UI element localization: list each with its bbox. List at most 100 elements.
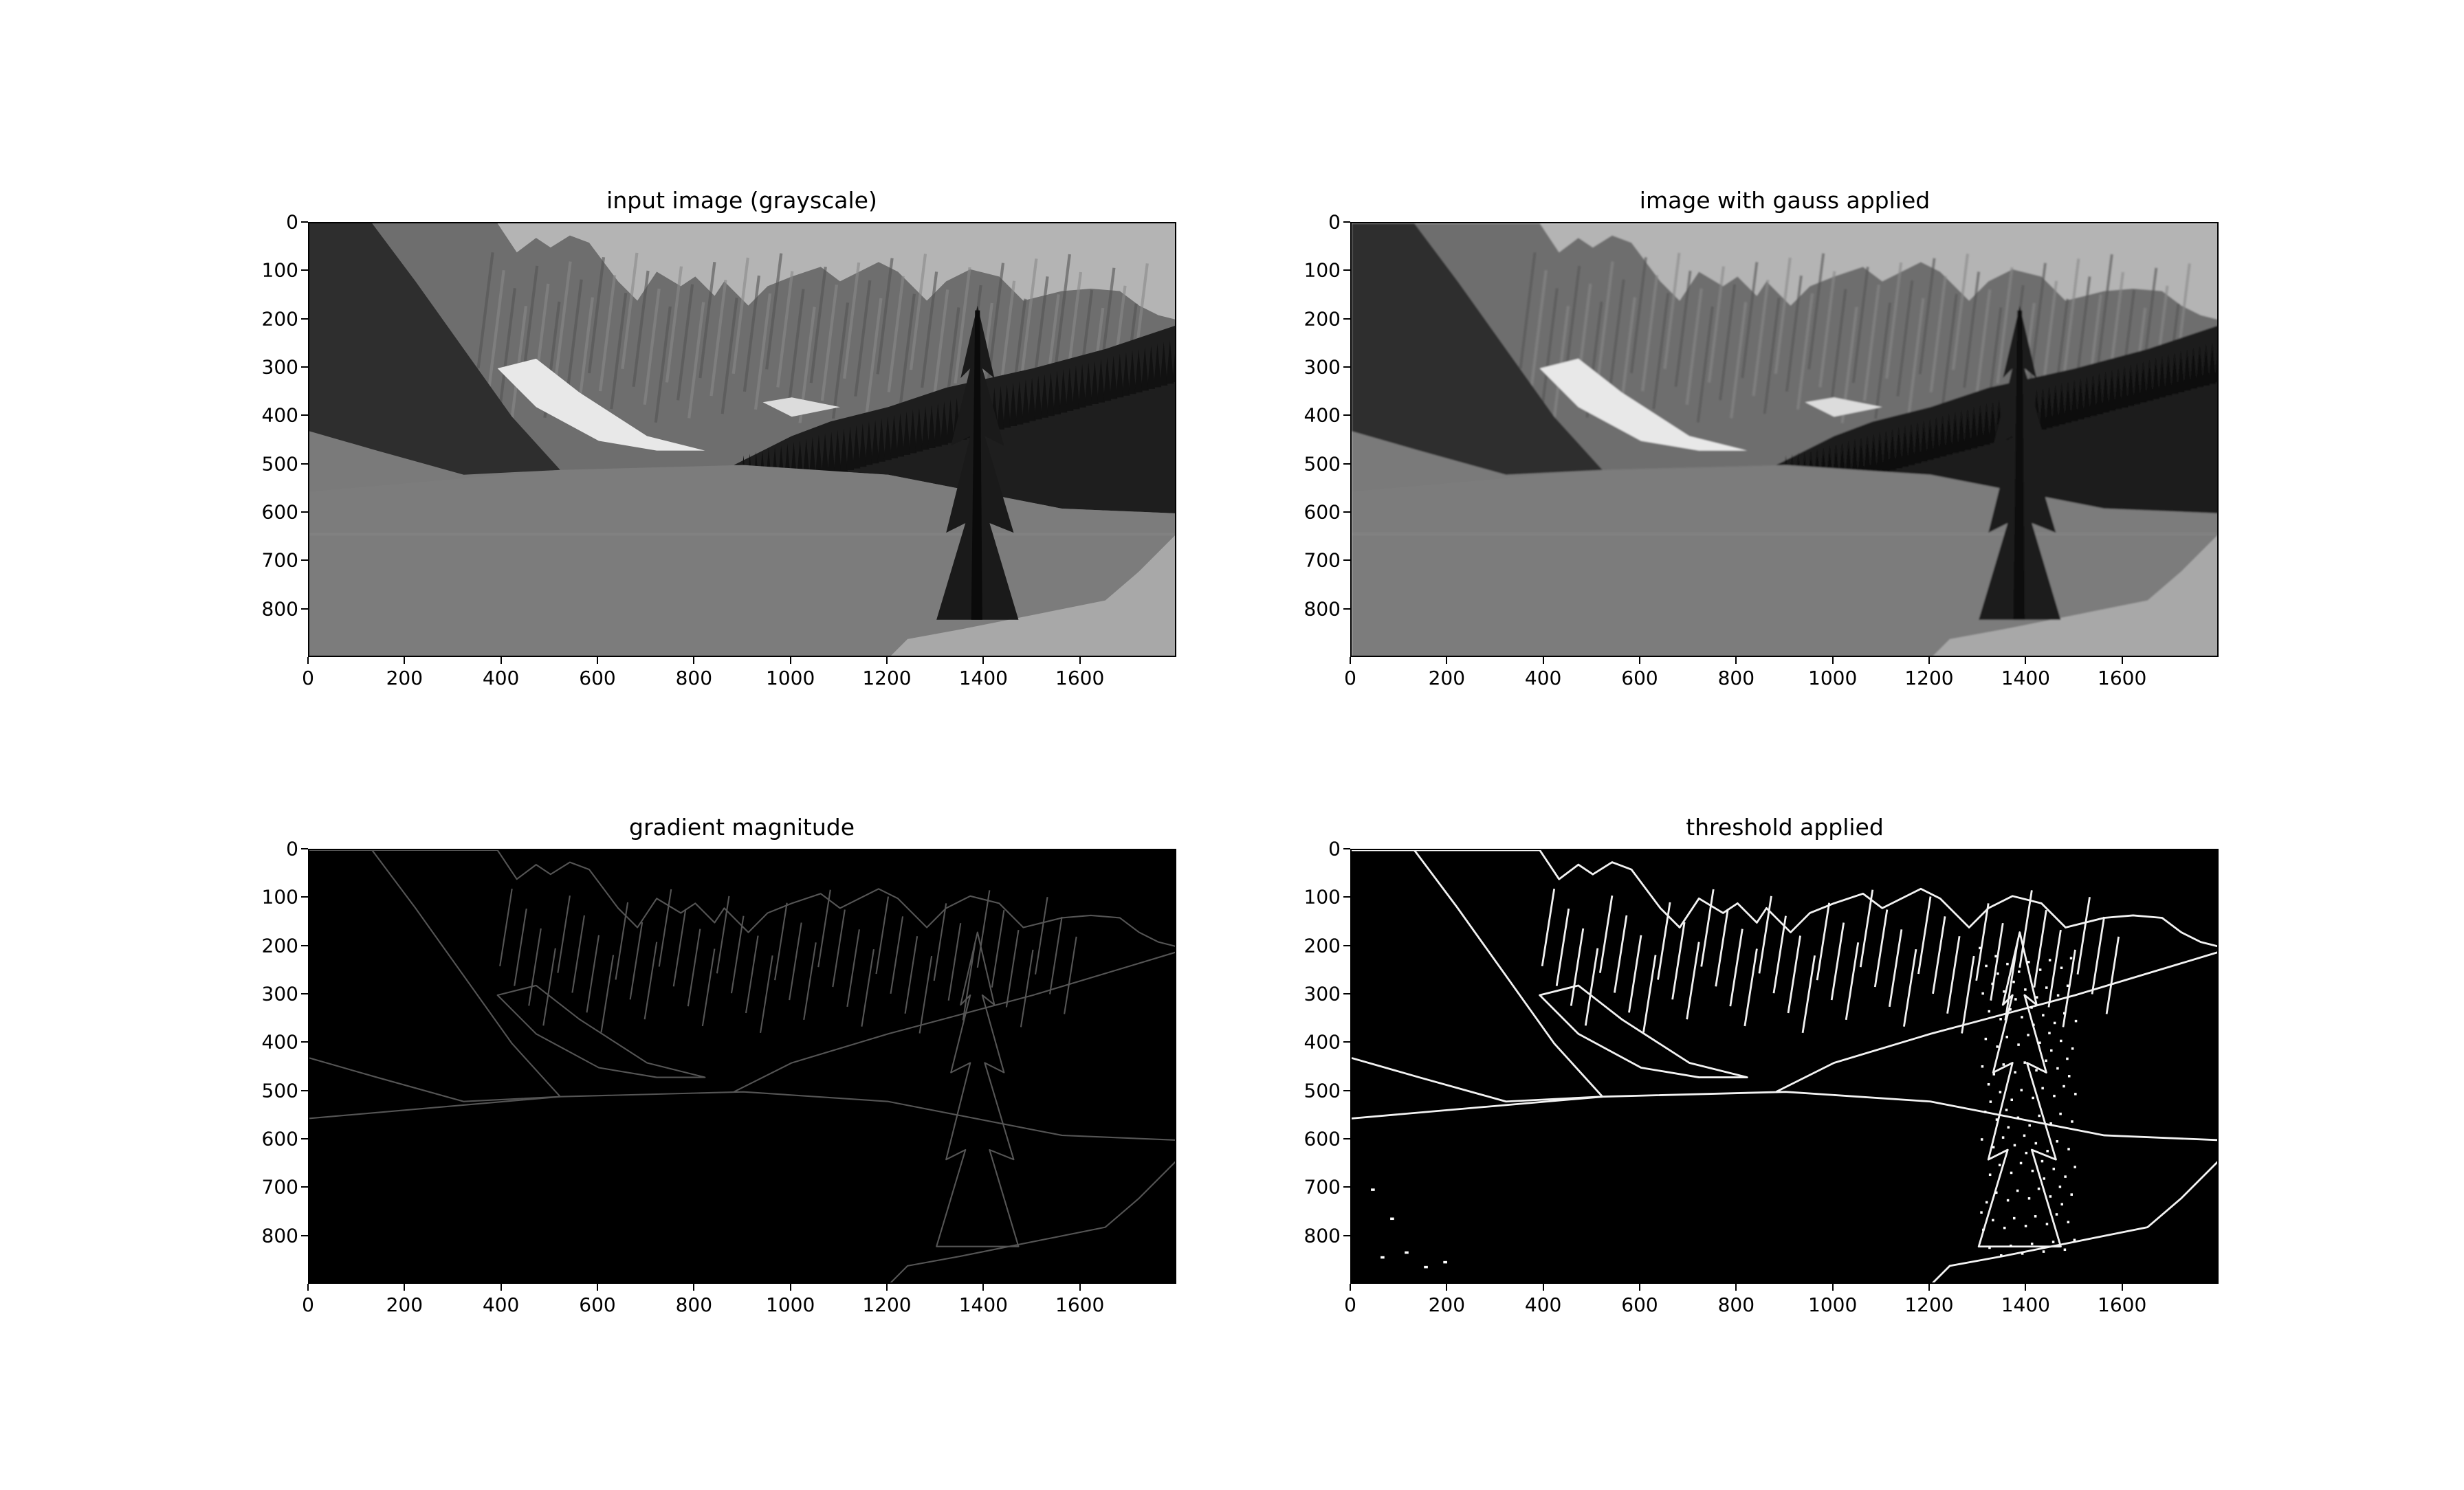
y-tick-label: 100	[261, 258, 298, 282]
x-tick-mark	[1542, 657, 1544, 664]
x-tick-label: 200	[1428, 667, 1466, 689]
x-tick-mark	[1928, 1284, 1930, 1291]
x-tick-label: 0	[302, 667, 314, 689]
y-tick-label: 600	[261, 500, 298, 524]
y-tick-mark	[301, 269, 308, 271]
y-tick-label: 500	[1304, 452, 1341, 476]
y-tick-label: 500	[1304, 1079, 1341, 1102]
y-tick-label: 400	[261, 403, 298, 427]
y-tick-mark	[1343, 221, 1350, 223]
x-tick-mark	[693, 657, 695, 664]
x-tick-mark	[307, 657, 309, 664]
y-tick-label: 700	[1304, 1175, 1341, 1199]
x-tick-mark	[982, 657, 984, 664]
x-tick-mark	[1446, 1284, 1448, 1291]
panel-title: image with gauss applied	[1639, 187, 1930, 214]
y-tick-mark	[301, 463, 308, 465]
y-tick-label: 600	[1304, 1127, 1341, 1150]
x-tick-mark	[597, 657, 598, 664]
y-tick-label: 800	[1304, 597, 1341, 621]
image-axes	[308, 222, 1176, 657]
x-tick-mark	[597, 1284, 598, 1291]
x-tick-label: 200	[386, 1293, 424, 1316]
landscape-image	[309, 223, 1175, 656]
y-tick-label: 600	[261, 1127, 298, 1150]
y-tick-mark	[1343, 318, 1350, 320]
y-tick-label: 800	[261, 597, 298, 621]
x-tick-label: 800	[675, 667, 713, 689]
y-tick-mark	[301, 414, 308, 416]
x-tick-mark	[404, 657, 406, 664]
x-tick-label: 400	[1524, 667, 1562, 689]
x-tick-label: 800	[1717, 667, 1755, 689]
x-tick-mark	[1639, 657, 1640, 664]
y-tick-label: 600	[1304, 500, 1341, 524]
y-tick-label: 500	[261, 452, 298, 476]
x-tick-label: 200	[386, 667, 424, 689]
x-tick-label: 600	[1621, 1293, 1658, 1316]
x-tick-mark	[1079, 657, 1081, 664]
y-tick-mark	[1343, 896, 1350, 898]
x-tick-label: 1400	[2001, 1293, 2050, 1316]
x-tick-label: 0	[1344, 1293, 1356, 1316]
y-tick-label: 200	[1304, 934, 1341, 957]
x-tick-mark	[886, 657, 888, 664]
x-tick-label: 1400	[958, 667, 1008, 689]
y-tick-mark	[1343, 1234, 1350, 1236]
x-tick-label: 800	[1717, 1293, 1755, 1316]
y-tick-mark	[1343, 269, 1350, 271]
x-tick-mark	[789, 657, 791, 664]
x-tick-mark	[886, 1284, 888, 1291]
panel-title: input image (grayscale)	[606, 187, 877, 214]
y-tick-label: 0	[286, 210, 298, 234]
y-tick-mark	[301, 1089, 308, 1091]
y-tick-label: 700	[261, 548, 298, 572]
x-tick-mark	[2121, 1284, 2123, 1291]
x-tick-mark	[693, 1284, 695, 1291]
y-tick-mark	[1343, 414, 1350, 416]
x-tick-label: 200	[1428, 1293, 1466, 1316]
y-tick-mark	[1343, 511, 1350, 513]
panel-title: threshold applied	[1686, 814, 1884, 841]
x-tick-label: 1400	[2001, 667, 2050, 689]
x-tick-label: 1600	[1055, 1293, 1105, 1316]
x-tick-label: 1400	[958, 1293, 1008, 1316]
x-tick-label: 800	[675, 1293, 713, 1316]
y-tick-mark	[1343, 1041, 1350, 1043]
x-tick-label: 1200	[1904, 1293, 1954, 1316]
y-tick-mark	[1343, 608, 1350, 610]
y-tick-mark	[1343, 1138, 1350, 1139]
threshold-image	[1352, 850, 2217, 1282]
y-tick-mark	[1343, 944, 1350, 946]
y-tick-label: 800	[1304, 1224, 1341, 1247]
x-tick-mark	[1832, 1284, 1834, 1291]
y-tick-label: 400	[261, 1030, 298, 1054]
x-tick-label: 1600	[2098, 667, 2147, 689]
y-tick-mark	[301, 1186, 308, 1188]
y-tick-label: 0	[1328, 210, 1341, 234]
y-tick-mark	[301, 559, 308, 561]
y-tick-mark	[1343, 366, 1350, 368]
x-tick-mark	[1735, 657, 1737, 664]
y-tick-label: 700	[261, 1175, 298, 1199]
x-tick-label: 400	[1524, 1293, 1562, 1316]
panel-title: gradient magnitude	[628, 814, 855, 841]
x-tick-mark	[1735, 1284, 1737, 1291]
y-tick-label: 400	[1304, 1030, 1341, 1054]
y-tick-label: 100	[1304, 885, 1341, 909]
y-tick-mark	[301, 608, 308, 610]
gradient-image	[309, 850, 1175, 1282]
y-tick-mark	[301, 1138, 308, 1139]
x-tick-mark	[1350, 657, 1351, 664]
x-tick-mark	[982, 1284, 984, 1291]
y-tick-mark	[1343, 559, 1350, 561]
y-tick-mark	[301, 848, 308, 849]
x-tick-label: 600	[579, 1293, 616, 1316]
x-tick-label: 400	[482, 667, 520, 689]
y-tick-mark	[1343, 1186, 1350, 1188]
x-tick-label: 600	[1621, 667, 1658, 689]
y-tick-mark	[301, 366, 308, 368]
y-tick-label: 300	[261, 355, 298, 379]
x-tick-mark	[2025, 657, 2027, 664]
